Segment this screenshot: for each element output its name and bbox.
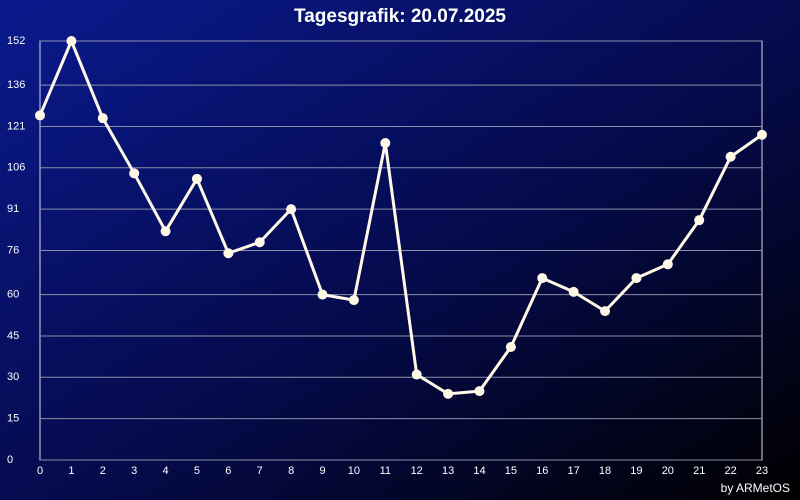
data-point xyxy=(380,137,391,148)
data-point xyxy=(725,151,736,162)
x-tick-label: 6 xyxy=(225,465,231,477)
data-point xyxy=(694,215,705,226)
data-point xyxy=(35,110,45,121)
x-tick-label: 19 xyxy=(630,465,642,477)
data-point xyxy=(254,237,265,248)
x-tick-label: 11 xyxy=(380,465,391,477)
data-point xyxy=(662,259,673,270)
y-tick-label: 60 xyxy=(7,289,19,301)
data-point xyxy=(66,36,77,46)
data-point xyxy=(631,273,642,284)
x-tick-label: 17 xyxy=(568,465,580,477)
x-tick-label: 23 xyxy=(756,465,768,477)
chart-title: Tagesgrafik: 20.07.2025 xyxy=(294,6,506,27)
data-line xyxy=(38,39,763,396)
data-point xyxy=(286,204,297,215)
x-tick-label: 13 xyxy=(442,465,454,477)
data-point xyxy=(223,248,234,259)
x-tick-label: 5 xyxy=(194,465,200,477)
data-point xyxy=(568,286,579,297)
y-tick-label: 0 xyxy=(7,454,13,466)
data-point xyxy=(600,306,611,317)
x-tick-label: 2 xyxy=(100,465,106,477)
y-tick-label: 45 xyxy=(7,330,19,342)
x-tick-label: 9 xyxy=(319,465,325,477)
x-tick-label: 16 xyxy=(536,465,548,477)
data-point xyxy=(348,295,359,306)
data-point xyxy=(191,173,202,184)
y-tick-label: 91 xyxy=(7,203,19,215)
x-tick-label: 22 xyxy=(724,465,736,477)
data-point xyxy=(97,113,108,124)
x-tick-label: 3 xyxy=(131,465,137,477)
data-point xyxy=(537,273,548,284)
y-tick-label: 152 xyxy=(7,35,25,47)
data-point xyxy=(757,129,767,140)
x-tick-label: 8 xyxy=(288,465,294,477)
y-tick-label: 76 xyxy=(7,244,19,256)
y-tick-label: 121 xyxy=(7,120,25,132)
credit: by ARMetOS xyxy=(721,481,790,495)
data-point xyxy=(474,386,485,397)
x-tick-label: 20 xyxy=(662,465,674,477)
y-tick-label: 106 xyxy=(7,162,25,174)
x-tick-label: 18 xyxy=(599,465,611,477)
x-tick-label: 4 xyxy=(163,465,169,477)
x-tick-label: 14 xyxy=(473,465,485,477)
data-point xyxy=(411,369,422,380)
x-tick-label: 21 xyxy=(693,465,705,477)
y-tick-label: 30 xyxy=(7,371,19,383)
y-tick-label: 136 xyxy=(7,79,25,91)
x-tick-label: 0 xyxy=(37,465,43,477)
data-point xyxy=(443,388,454,399)
data-point xyxy=(129,168,140,179)
data-point xyxy=(505,341,516,352)
data-point xyxy=(317,289,328,300)
x-tick-label: 1 xyxy=(68,465,74,477)
x-tick-label: 12 xyxy=(411,465,423,477)
data-point xyxy=(160,226,171,237)
x-tick-label: 15 xyxy=(505,465,517,477)
x-tick-label: 10 xyxy=(348,465,360,477)
x-tick-label: 7 xyxy=(257,465,263,477)
y-tick-label: 15 xyxy=(7,413,19,425)
